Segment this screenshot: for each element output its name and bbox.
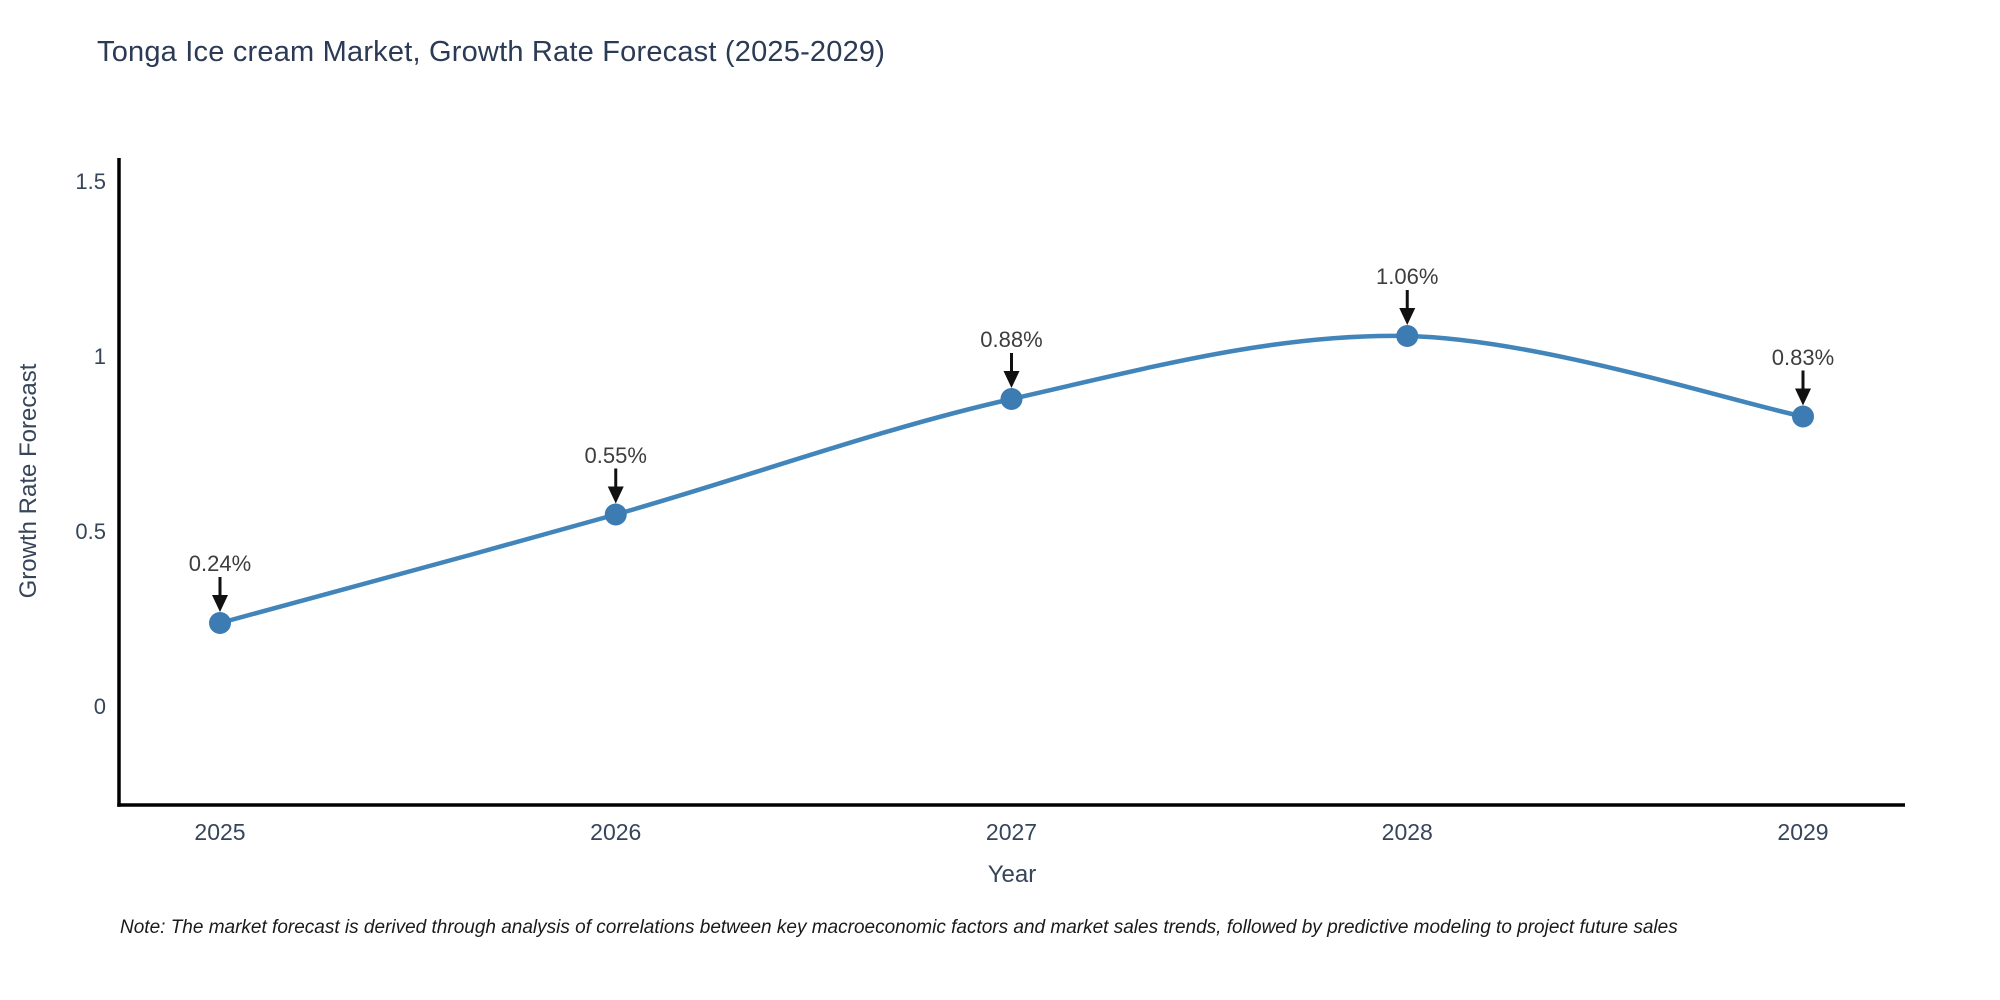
data-point-marker [1792, 405, 1814, 428]
annotation-arrow-head [212, 595, 228, 612]
data-point-marker [1396, 325, 1419, 347]
y-tick-label: 0 [93, 694, 106, 719]
chart-title: Tonga Ice cream Market, Growth Rate Fore… [97, 36, 886, 68]
annotation-arrow-head [1795, 388, 1811, 406]
footnote: Note: The market forecast is derived thr… [120, 917, 1678, 938]
y-tick-label: 0.5 [75, 519, 106, 544]
point-annotation-label: 0.55% [584, 442, 647, 468]
data-point-marker [209, 612, 231, 634]
y-tick-label: 1.5 [75, 169, 106, 194]
x-tick-label: 2027 [985, 819, 1038, 845]
annotation-arrow-head [1003, 371, 1020, 388]
y-tick-label: 1 [93, 344, 106, 369]
annotation-arrow-head [1399, 308, 1416, 325]
annotation-arrow-head [607, 486, 624, 504]
point-annotation-label: 0.88% [980, 327, 1043, 352]
x-tick-label: 2029 [1777, 819, 1829, 845]
point-annotation-label: 0.83% [1771, 344, 1835, 370]
data-point-marker [1000, 388, 1023, 410]
x-tick-label: 2028 [1381, 819, 1433, 845]
x-axis-title: Year [987, 861, 1037, 888]
point-annotation-label: 0.24% [188, 551, 252, 576]
x-tick-label: 2025 [194, 819, 246, 845]
point-annotation-label: 1.06% [1376, 264, 1439, 289]
data-point-marker [604, 503, 627, 526]
x-tick-label: 2026 [590, 819, 642, 845]
